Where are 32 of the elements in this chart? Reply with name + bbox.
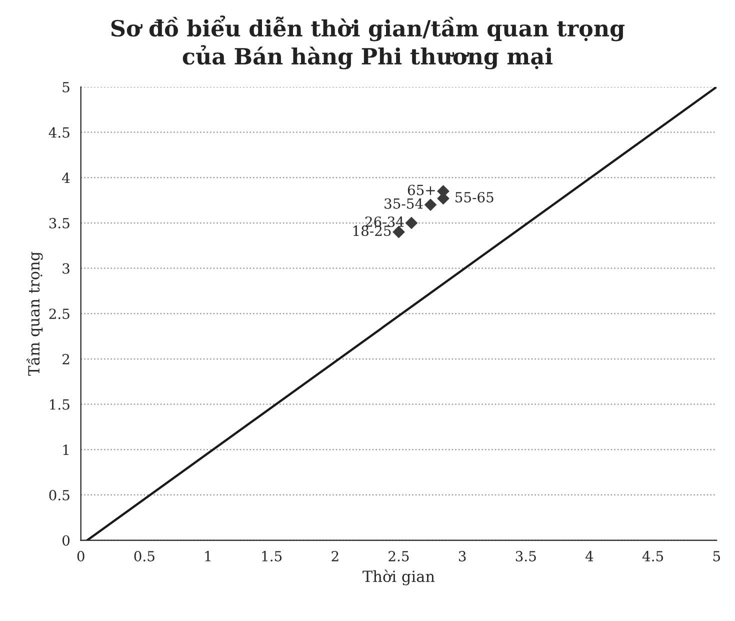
- y-tick-label: 5: [62, 82, 70, 92]
- x-axis-title: Thời gian: [362, 570, 435, 586]
- point: [405, 216, 418, 230]
- x-tick-label: 5: [713, 551, 720, 562]
- x-tick-label: 1.5: [262, 550, 282, 562]
- annotation: 26-34: [365, 216, 404, 227]
- y-tick-label: 2: [62, 354, 70, 364]
- y-tick-label: 0: [62, 535, 70, 546]
- annotation: 55-65: [456, 192, 494, 202]
- y-axis-title: Tầm quan trọng: [26, 252, 43, 376]
- x-tick-label: 4.5: [642, 550, 664, 562]
- x-tick-label: 3: [458, 550, 466, 562]
- y-tick-label: 4: [62, 172, 70, 183]
- annotation: 18-25: [353, 226, 391, 236]
- x-tick-label: 0.5: [134, 550, 154, 562]
- annotation: 35-54: [384, 198, 423, 209]
- x-tick-label: 1: [205, 550, 210, 562]
- x-tick-label: 4: [585, 550, 594, 562]
- x-tick-label: 2.5: [388, 550, 409, 562]
- point: [424, 198, 437, 212]
- x-tick-label: 2: [332, 550, 338, 562]
- annotation: 65+: [408, 184, 435, 196]
- y-tick-label: 1.5: [50, 399, 70, 410]
- y-tick-label: 3.5: [49, 218, 70, 228]
- y-tick-label: 3: [62, 263, 70, 274]
- x-tick-label: 3.5: [516, 550, 536, 562]
- y-tick-label: 2.5: [49, 308, 70, 320]
- y-tick-label: 4.5: [48, 127, 70, 138]
- y-tick-label: 0.5: [49, 490, 70, 500]
- y-tick-label: 1: [63, 444, 68, 455]
- chart-title: Sơ đồ biểu diễn thời gian/tầm quan trọng của Bán hàng Phi thương mại: [111, 16, 625, 70]
- x-tick-label: 0: [77, 550, 84, 562]
